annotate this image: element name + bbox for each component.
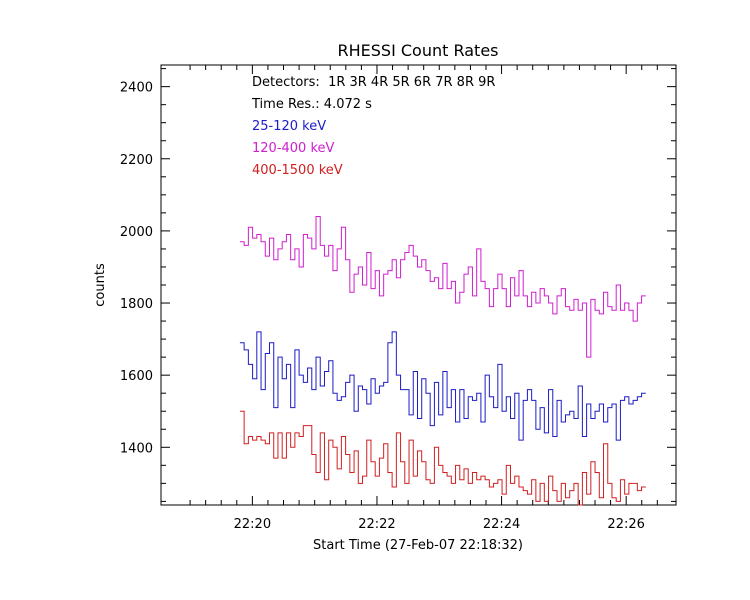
y-tick-label: 2400	[120, 81, 153, 96]
plot-frame	[160, 64, 677, 506]
y-tick-label: 2200	[120, 153, 153, 168]
legend-series-25-120: 25-120 keV	[252, 119, 326, 134]
y-tick-label: 1600	[120, 369, 153, 384]
series-line-2	[239, 410, 646, 506]
chart-title: RHESSI Count Rates	[338, 41, 499, 60]
series-line-0	[239, 331, 646, 441]
x-axis-label: Start Time (27-Feb-07 22:18:32)	[313, 538, 523, 553]
y-axis-label: counts	[93, 263, 108, 307]
x-tick-label: 22:24	[483, 517, 520, 532]
y-tick-label: 1400	[120, 441, 153, 456]
y-tick-label: 2000	[120, 225, 153, 240]
series-layer	[239, 215, 646, 506]
x-axis: 22:20 22:22 22:24 22:26	[189, 65, 658, 532]
y-tick-label: 1800	[120, 297, 153, 312]
x-tick-label: 22:20	[234, 517, 271, 532]
y-axis: 1400 1600 1800 2000 2200 2400	[120, 68, 676, 502]
detectors-annotation: Detectors: 1R 3R 4R 5R 6R 7R 8R 9R	[252, 75, 495, 90]
series-line-1	[239, 215, 646, 358]
time-res-annotation: Time Res.: 4.072 s	[251, 97, 372, 112]
legend-series-400-1500: 400-1500 keV	[252, 163, 343, 178]
x-tick-label: 22:26	[607, 517, 644, 532]
legend-series-120-400: 120-400 keV	[252, 141, 335, 156]
x-tick-label: 22:22	[358, 517, 395, 532]
